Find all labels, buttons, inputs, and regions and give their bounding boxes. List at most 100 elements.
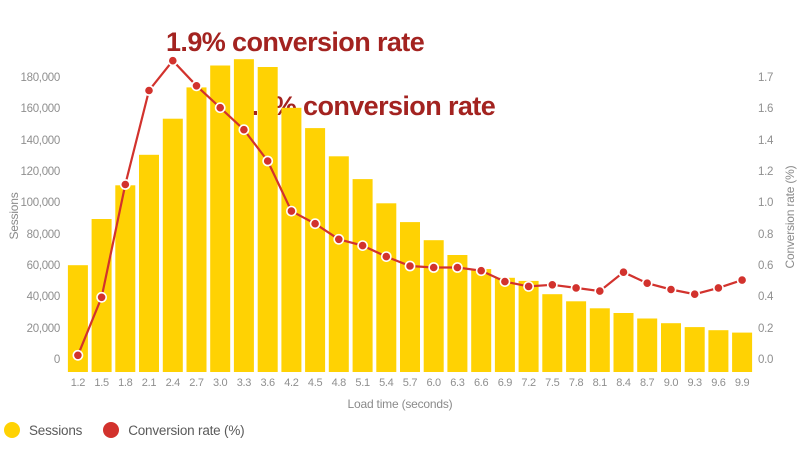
x-tick-9.9: 9.9	[734, 377, 750, 389]
x-tick-3.0: 3.0	[212, 377, 228, 389]
conversion-point-4.8	[333, 233, 345, 245]
x-tick-8.1: 8.1	[592, 377, 608, 389]
session-bar-8.4	[613, 313, 634, 372]
conversion-point-9.6	[713, 282, 724, 294]
session-bar-3.0	[210, 65, 231, 372]
session-bar-6.0	[423, 240, 444, 372]
x-tick-6.6: 6.6	[473, 377, 489, 389]
right-tick-1.7: 1.7	[758, 72, 774, 84]
x-tick-6.0: 6.0	[426, 377, 441, 389]
x-tick-4.8: 4.8	[331, 377, 347, 389]
conversion-point-4.5	[309, 218, 321, 230]
legend-sessions-label: Sessions	[29, 422, 83, 438]
session-bar-5.1	[352, 179, 373, 372]
conversion-point-1.5	[96, 291, 107, 303]
conversion-point-9.3	[689, 288, 701, 300]
conversion-point-6.9	[499, 276, 511, 287]
left-tick-160,000: 160,000	[20, 103, 61, 116]
session-bar-8.7	[637, 318, 658, 372]
x-tick-5.1: 5.1	[355, 377, 370, 389]
conversion-point-6.0	[428, 262, 440, 273]
left-tick-100,000: 100,000	[20, 197, 61, 210]
session-bar-6.3	[447, 255, 468, 372]
session-bar-7.2	[518, 280, 539, 372]
conversion-point-1.8	[119, 179, 131, 190]
session-bar-4.5	[305, 128, 326, 372]
conversion-point-2.7	[191, 80, 202, 92]
x-tick-5.7: 5.7	[402, 377, 418, 389]
x-axis-title: Load time (seconds)	[347, 397, 453, 411]
session-bar-9.9	[732, 332, 753, 372]
x-tick-1.2: 1.2	[70, 377, 86, 389]
left-tick-60,000: 60,000	[26, 260, 61, 272]
right-tick-0.2: 0.2	[758, 322, 774, 335]
session-bar-9.6	[708, 330, 729, 372]
x-tick-4.5: 4.5	[307, 377, 323, 389]
annotation-peak-conversion: 1.9% conversion rate	[166, 27, 425, 57]
legend-conversion-marker	[103, 422, 120, 438]
conversion-point-3.3	[238, 124, 250, 136]
conversion-point-7.2	[523, 280, 534, 292]
legend-sessions-marker	[4, 422, 20, 438]
left-tick-140,000: 140,000	[20, 134, 61, 147]
legend-conversion-label: Conversion rate (%)	[128, 422, 245, 438]
x-tick-4.2: 4.2	[284, 377, 299, 389]
x-tick-2.4: 2.4	[165, 377, 181, 389]
x-tick-9.6: 9.6	[711, 377, 726, 389]
x-tick-7.2: 7.2	[521, 377, 536, 389]
left-tick-120,000: 120,000	[20, 166, 61, 178]
x-tick-5.4: 5.4	[379, 377, 394, 389]
conversion-point-5.4	[380, 251, 392, 262]
conversion-point-7.8	[570, 282, 582, 294]
conversion-point-8.4	[618, 266, 629, 278]
conversion-point-3.0	[214, 102, 226, 114]
session-bar-7.8	[566, 301, 587, 372]
x-tick-8.7: 8.7	[639, 377, 655, 389]
x-tick-7.8: 7.8	[568, 377, 584, 389]
left-tick-0: 0	[53, 354, 60, 366]
conversion-point-1.2	[72, 349, 84, 361]
conversion-point-3.6	[262, 155, 274, 167]
x-tick-9.0: 9.0	[663, 377, 679, 389]
right-tick-1.4: 1.4	[758, 134, 774, 147]
session-bar-9.0	[661, 323, 681, 372]
session-bar-8.1	[589, 308, 610, 372]
x-tick-6.3: 6.3	[450, 377, 465, 389]
x-tick-8.4: 8.4	[616, 377, 631, 389]
session-bar-4.2	[281, 107, 302, 373]
session-bar-2.7	[186, 87, 207, 373]
x-tick-3.6: 3.6	[260, 377, 275, 389]
session-bar-2.4	[162, 118, 183, 372]
right-tick-0.4: 0.4	[758, 291, 774, 304]
left-tick-80,000: 80,000	[26, 228, 61, 241]
left-tick-20,000: 20,000	[26, 322, 61, 335]
session-bar-5.4	[376, 203, 397, 372]
conversion-point-4.2	[285, 205, 297, 217]
session-bar-3.6	[257, 67, 278, 372]
annotation-mid-conversion: 1.5% conversion rate	[237, 91, 496, 121]
x-tick-1.8: 1.8	[118, 377, 133, 389]
right-tick-0.0: 0.0	[758, 354, 774, 366]
conversion-point-9.9	[736, 274, 748, 286]
x-tick-6.9: 6.9	[497, 377, 513, 389]
left-tick-180,000: 180,000	[20, 72, 61, 84]
right-tick-0.6: 0.6	[758, 260, 774, 272]
left-tick-40,000: 40,000	[26, 291, 61, 304]
right-tick-1.0: 1.0	[758, 197, 774, 210]
conversion-point-8.1	[594, 285, 606, 297]
conversion-point-8.7	[641, 277, 653, 289]
conversion-point-2.4	[167, 55, 179, 67]
legend: Sessions Conversion rate (%)	[4, 421, 245, 439]
conversion-point-6.3	[451, 262, 463, 273]
session-bar-4.8	[328, 156, 349, 372]
conversion-point-7.5	[546, 279, 558, 291]
session-bar-1.8	[115, 185, 136, 372]
x-tick-9.3: 9.3	[687, 377, 702, 389]
conversion-point-9.0	[665, 284, 677, 295]
session-bar-6.9	[494, 277, 515, 372]
x-tick-2.7: 2.7	[189, 377, 204, 389]
x-tick-7.5: 7.5	[545, 377, 560, 389]
session-bar-5.7	[400, 222, 420, 372]
